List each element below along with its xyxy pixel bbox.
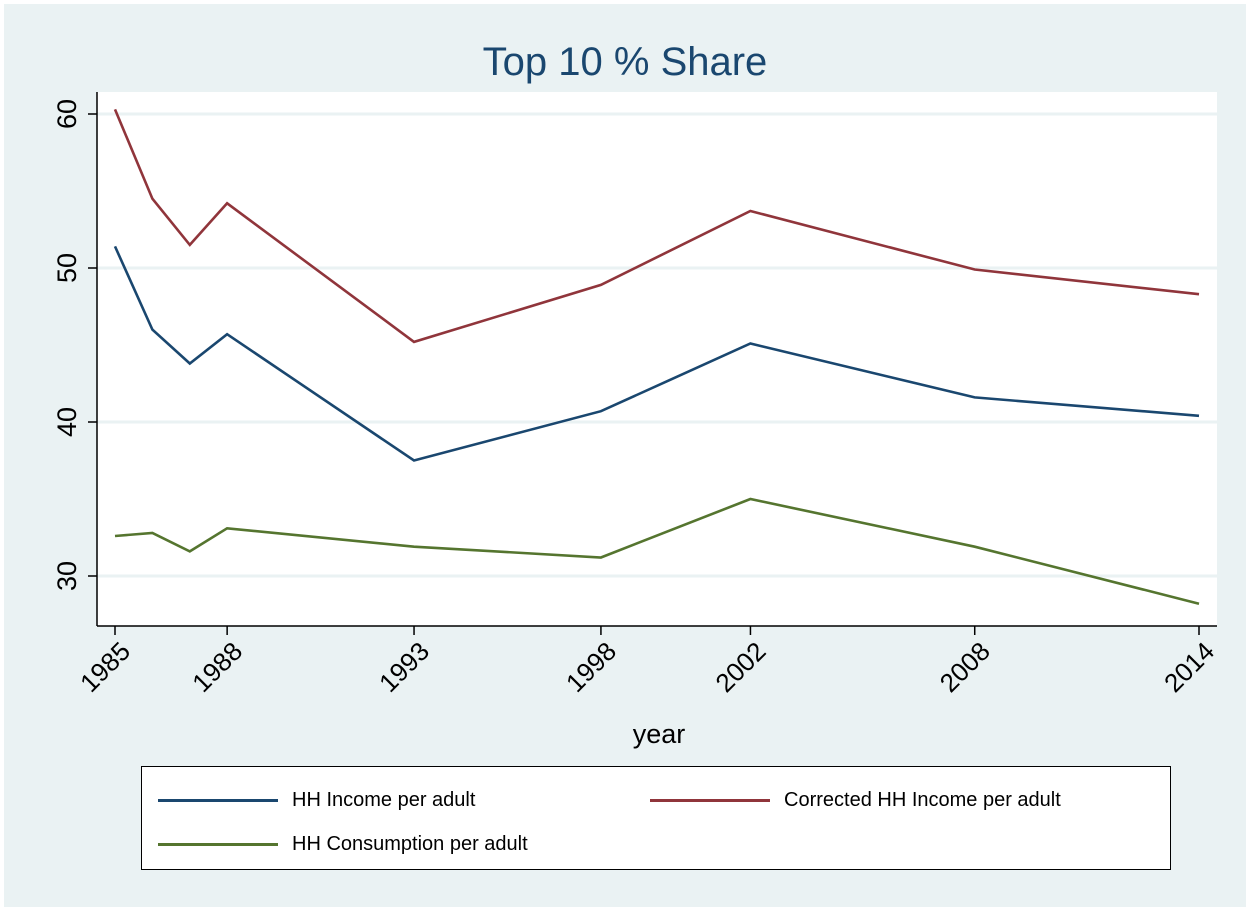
legend-item-hh-income: HH Income per adult (158, 789, 475, 812)
chart-figure: Top 10 % Share 30 40 50 60 1985 1988 1993 1998 2… (4, 4, 1246, 907)
x-tick-label: 1998 (560, 636, 622, 698)
series-line-0 (113, 245, 1200, 462)
legend-label-corrected-hh-income: Corrected HH Income per adult (784, 789, 1061, 811)
y-tick-label: 30 (52, 561, 82, 591)
legend-swatch-hh-income (158, 799, 278, 802)
series-line-1 (113, 108, 1200, 344)
legend-item-corrected-hh-income: Corrected HH Income per adult (650, 789, 1061, 812)
x-tick-label: 2008 (934, 636, 996, 698)
legend-label-hh-income: HH Income per adult (292, 789, 476, 811)
x-tick-label: 1988 (186, 636, 248, 698)
x-tick-label: 2002 (709, 636, 771, 698)
x-tick-label: 1985 (74, 636, 136, 698)
x-axis-title: year (632, 719, 686, 749)
legend-label-hh-consumption: HH Consumption per adult (292, 833, 528, 855)
chart-svg: 30 40 50 60 1985 1988 1993 1998 2002 2008 2014 (52, 92, 1220, 698)
plot-area (97, 92, 1217, 626)
legend-swatch-hh-consumption (158, 843, 278, 846)
chart-title: Top 10 % Share (482, 40, 768, 84)
x-tick-label: 2014 (1158, 636, 1220, 698)
series-line-2 (114, 497, 1200, 605)
x-tick-label: 1993 (373, 636, 435, 698)
y-tick-label: 50 (52, 253, 82, 283)
legend: HH Income per adult Corrected HH Income … (141, 766, 1171, 870)
legend-swatch-corrected-hh-income (650, 799, 770, 802)
legend-item-hh-consumption: HH Consumption per adult (158, 833, 528, 856)
y-tick-label: 40 (52, 407, 82, 437)
y-tick-label: 60 (52, 99, 82, 129)
